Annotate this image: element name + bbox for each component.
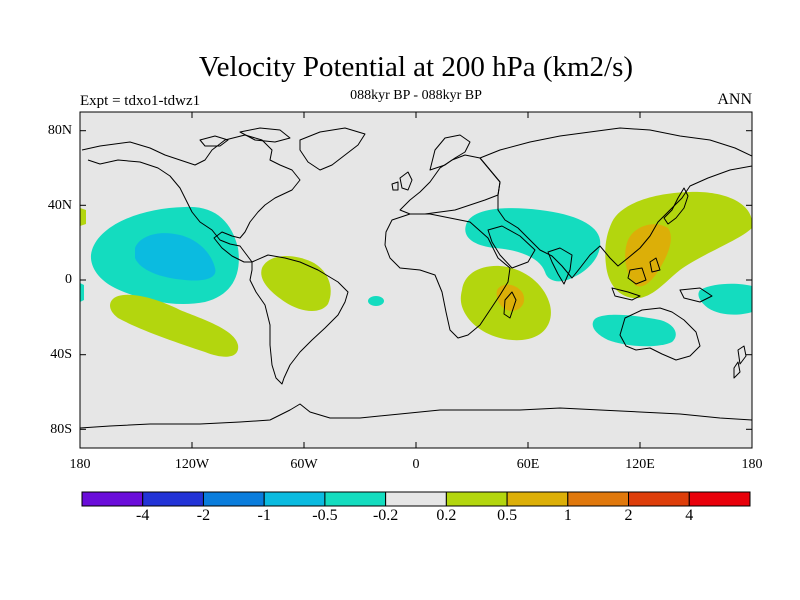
lat-label-80n: 80N <box>47 123 72 138</box>
lat-ticks <box>80 130 752 430</box>
colorbar-swatch <box>142 491 204 507</box>
coastline-india <box>547 247 573 285</box>
coastline-british-isles <box>391 171 413 191</box>
colorbar-label: 2 <box>624 507 633 524</box>
contour-region-south-pacific-positive <box>110 294 239 357</box>
coastline-maritime-islands <box>611 257 713 303</box>
map-title: Velocity Potential at 200 hPa (km2/s) <box>198 51 634 83</box>
coastline-north-america <box>81 134 301 263</box>
colorbar-label: 0.5 <box>497 507 518 524</box>
contour-region-south-america-positive <box>261 256 331 311</box>
coastline-africa <box>384 213 511 339</box>
coastline-asia <box>479 127 752 279</box>
colorbar-swatch <box>81 491 144 507</box>
coastline-new-zealand <box>733 345 747 379</box>
colorbar-label: 4 <box>685 507 694 524</box>
lat-label-80s: 80S <box>50 422 72 437</box>
contour-region-edge-positive <box>80 208 86 226</box>
colorbar <box>81 491 751 507</box>
colorbar-swatch <box>445 491 508 507</box>
colorbar-label: -1 <box>257 507 271 524</box>
lat-label-40s: 40S <box>50 347 72 362</box>
colorbar-swatch <box>688 491 751 507</box>
colorbar-swatch <box>202 491 265 507</box>
contour-region-pacific-strong-negative <box>135 233 216 281</box>
coastline-antarctica <box>80 403 752 429</box>
contour-region-west-pacific-strong-positive <box>625 224 671 287</box>
lon-label-120w: 120W <box>174 457 210 472</box>
contour-fills <box>80 191 752 357</box>
colorbar-label: 1 <box>563 507 572 524</box>
coastline-madagascar <box>503 291 517 319</box>
colorbar-label: -0.5 <box>312 507 338 524</box>
lon-label-180e: 180 <box>741 457 763 472</box>
contour-region-australia-negative <box>592 314 676 347</box>
season-label: ANN <box>717 91 752 108</box>
coastline-japan <box>663 187 689 225</box>
colorbar-swatch <box>567 491 630 507</box>
lon-label-60w: 60W <box>290 457 318 472</box>
lon-label-0: 0 <box>412 457 420 472</box>
coastline-south-america <box>249 254 349 385</box>
colorbar-label: -2 <box>196 507 211 524</box>
lat-label-40n: 40N <box>47 198 72 213</box>
coastline-arctic-islands <box>199 127 291 147</box>
contour-region-atlantic-negative <box>368 296 384 306</box>
coastline-australia <box>619 307 701 361</box>
coastline-scandinavia <box>429 134 471 171</box>
colorbar-swatch <box>628 491 690 507</box>
coastlines <box>80 127 752 429</box>
experiment-label: Expt = tdxo1-tdwz1 <box>80 93 201 109</box>
coastline-greenland <box>299 127 366 171</box>
lon-ticks <box>191 112 641 448</box>
colorbar-swatch <box>324 491 387 507</box>
contour-region-edge-negative <box>80 283 84 302</box>
colorbar-label: 0.2 <box>436 507 457 524</box>
colorbar-swatch <box>385 491 447 507</box>
lon-label-180w: 180 <box>69 457 91 472</box>
contour-region-africa-strong-positive <box>496 284 525 311</box>
colorbar-swatch <box>506 491 569 507</box>
colorbar-label: -0.2 <box>372 507 399 524</box>
lat-label-0: 0 <box>65 272 72 287</box>
lon-label-120e: 120E <box>625 457 655 472</box>
map-subtitle: 088kyr BP - 088kyr BP <box>350 88 482 103</box>
coastline-arabia <box>487 225 536 269</box>
colorbar-swatch <box>263 491 326 507</box>
contour-region-dateline-negative <box>698 283 752 315</box>
lon-label-60e: 60E <box>516 457 540 472</box>
colorbar-label: -4 <box>136 507 150 524</box>
